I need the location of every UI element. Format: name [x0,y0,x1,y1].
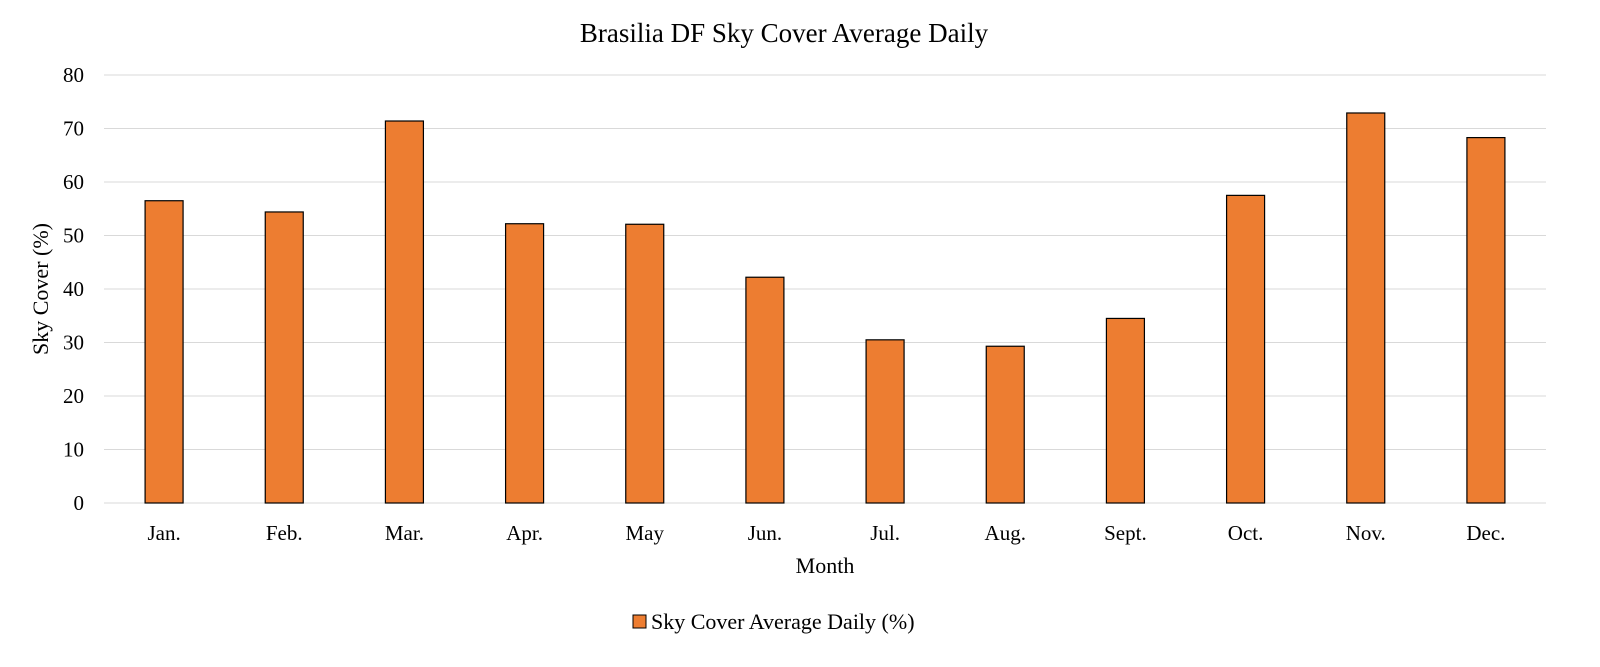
x-tick-label: Jun. [748,521,782,545]
legend: Sky Cover Average Daily (%) [632,609,915,634]
y-tick-label: 20 [63,384,84,408]
bars [144,112,1506,504]
bar-jul [865,339,905,504]
x-tick-label: Dec. [1466,521,1505,545]
y-tick-label: 40 [63,277,84,301]
x-axis-ticks: Jan. Feb. Mar. Apr. May Jun. Jul. Aug. Sept. Oct.… [147,521,1505,545]
legend-label: Sky Cover Average Daily (%) [651,609,915,634]
x-tick-label: Apr. [506,521,543,545]
x-tick-label: May [626,521,665,545]
y-tick-label: 30 [63,331,84,355]
bar-apr [504,223,545,504]
x-tick-label: Aug. [985,521,1026,545]
bar-nov [1346,112,1386,504]
x-tick-label: Feb. [266,521,303,545]
bar-dec [1466,136,1506,504]
y-tick-label: 0 [74,491,85,515]
x-tick-label: Nov. [1346,521,1386,545]
x-tick-label: Jul. [870,521,900,545]
bar-jan [144,200,184,504]
bar-mar [384,120,425,504]
x-tick-label: Oct. [1228,521,1264,545]
gridlines [104,74,1546,504]
bar-feb [264,211,304,504]
y-tick-label: 50 [63,224,84,248]
x-tick-label: Sept. [1104,521,1147,545]
y-axis-label: Sky Cover (%) [28,223,53,355]
bar-oct [1225,194,1266,504]
x-tick-label: Jan. [147,521,180,545]
y-tick-label: 10 [63,438,84,462]
legend-swatch [632,614,647,629]
x-tick-label: Mar. [385,521,424,545]
y-tick-label: 80 [63,63,84,87]
bar-sept [1105,317,1146,504]
bar-aug [985,345,1025,504]
bar-jun [745,276,785,504]
x-axis-label: Month [796,553,855,578]
bar-may [625,223,665,504]
y-tick-label: 70 [63,117,84,141]
y-axis-ticks: 0 10 20 30 40 50 60 70 80 [63,63,84,515]
chart-title: Brasilia DF Sky Cover Average Daily [580,18,989,48]
y-tick-label: 60 [63,170,84,194]
